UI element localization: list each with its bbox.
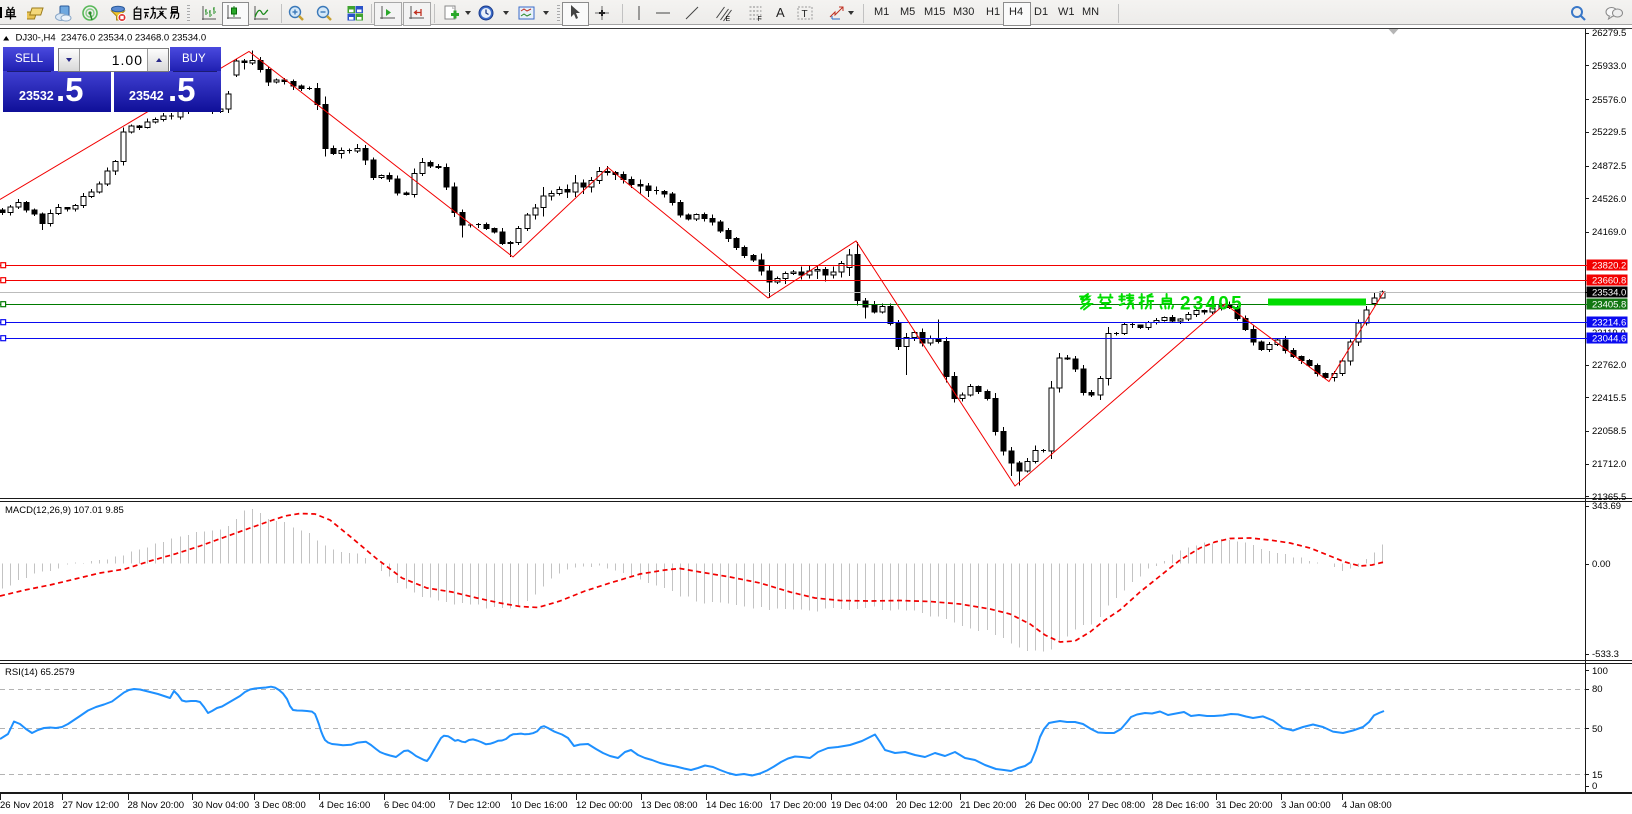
svg-text:30 Nov 04:00: 30 Nov 04:00 — [193, 800, 250, 811]
svg-text:27 Dec 08:00: 27 Dec 08:00 — [1089, 800, 1146, 811]
svg-text:28 Dec 16:00: 28 Dec 16:00 — [1153, 800, 1210, 811]
svg-text:22415.5: 22415.5 — [1592, 393, 1626, 404]
svg-text:7 Dec 12:00: 7 Dec 12:00 — [449, 800, 500, 811]
svg-text:27 Nov 12:00: 27 Nov 12:00 — [63, 800, 120, 811]
svg-text:26279.5: 26279.5 — [1592, 28, 1626, 39]
svg-text:-533.3: -533.3 — [1592, 649, 1619, 660]
svg-text:23044.6: 23044.6 — [1592, 334, 1626, 345]
svg-text:17 Dec 20:00: 17 Dec 20:00 — [770, 800, 827, 811]
svg-text:31 Dec 20:00: 31 Dec 20:00 — [1216, 800, 1273, 811]
svg-text:25229.5: 25229.5 — [1592, 127, 1626, 138]
svg-text:23820.2: 23820.2 — [1592, 261, 1626, 272]
svg-text:T: T — [802, 9, 808, 20]
svg-text:RSI(14) 65.2579: RSI(14) 65.2579 — [5, 667, 75, 678]
svg-text:25576.0: 25576.0 — [1592, 95, 1626, 106]
svg-text:3 Dec 08:00: 3 Dec 08:00 — [255, 800, 306, 811]
svg-text:15: 15 — [1592, 770, 1603, 781]
svg-text:24872.5: 24872.5 — [1592, 161, 1626, 172]
svg-text:F: F — [758, 16, 762, 22]
svg-text:24526.0: 24526.0 — [1592, 194, 1626, 205]
svg-text:22762.0: 22762.0 — [1592, 360, 1626, 371]
svg-text:E: E — [726, 16, 731, 22]
svg-text:25933.0: 25933.0 — [1592, 61, 1626, 72]
svg-text:6 Dec 04:00: 6 Dec 04:00 — [384, 800, 435, 811]
svg-text:12 Dec 00:00: 12 Dec 00:00 — [576, 800, 633, 811]
svg-text:13 Dec 08:00: 13 Dec 08:00 — [641, 800, 698, 811]
svg-text:21365.5: 21365.5 — [1592, 492, 1626, 503]
svg-text:MACD(12,26,9) 107.01 9.85: MACD(12,26,9) 107.01 9.85 — [5, 505, 124, 516]
svg-text:19 Dec 04:00: 19 Dec 04:00 — [831, 800, 888, 811]
svg-text:80: 80 — [1592, 684, 1603, 695]
svg-text:23660.8: 23660.8 — [1592, 276, 1626, 287]
svg-text:21712.0: 21712.0 — [1592, 459, 1626, 470]
svg-text:10 Dec 16:00: 10 Dec 16:00 — [511, 800, 568, 811]
svg-text:4 Dec 16:00: 4 Dec 16:00 — [319, 800, 370, 811]
svg-text:20 Dec 12:00: 20 Dec 12:00 — [896, 800, 953, 811]
svg-text:23405.8: 23405.8 — [1592, 300, 1626, 311]
svg-text:23534.0: 23534.0 — [1592, 288, 1626, 299]
svg-text:14 Dec 16:00: 14 Dec 16:00 — [706, 800, 763, 811]
svg-text:0: 0 — [1592, 781, 1597, 792]
svg-text:DJ30-,H4 23476.0 23534.0 2346: DJ30-,H4 23476.0 23534.0 23468.0 23534.0 — [16, 33, 207, 44]
svg-text:23405: 23405 — [1180, 294, 1244, 315]
svg-text:24169.0: 24169.0 — [1592, 227, 1626, 238]
svg-text:0.00: 0.00 — [1592, 559, 1611, 570]
svg-text:21 Dec 20:00: 21 Dec 20:00 — [960, 800, 1017, 811]
svg-text:100: 100 — [1592, 666, 1608, 677]
svg-text:22058.5: 22058.5 — [1592, 426, 1626, 437]
svg-text:3 Jan 00:00: 3 Jan 00:00 — [1281, 800, 1331, 811]
svg-text:343.69: 343.69 — [1592, 501, 1621, 512]
svg-text:26 Nov 2018: 26 Nov 2018 — [0, 800, 54, 811]
svg-text:28 Nov 20:00: 28 Nov 20:00 — [128, 800, 185, 811]
svg-text:4 Jan 08:00: 4 Jan 08:00 — [1342, 800, 1392, 811]
svg-text:23214.6: 23214.6 — [1592, 318, 1626, 329]
svg-text:26 Dec 00:00: 26 Dec 00:00 — [1025, 800, 1082, 811]
svg-text:50: 50 — [1592, 724, 1603, 735]
